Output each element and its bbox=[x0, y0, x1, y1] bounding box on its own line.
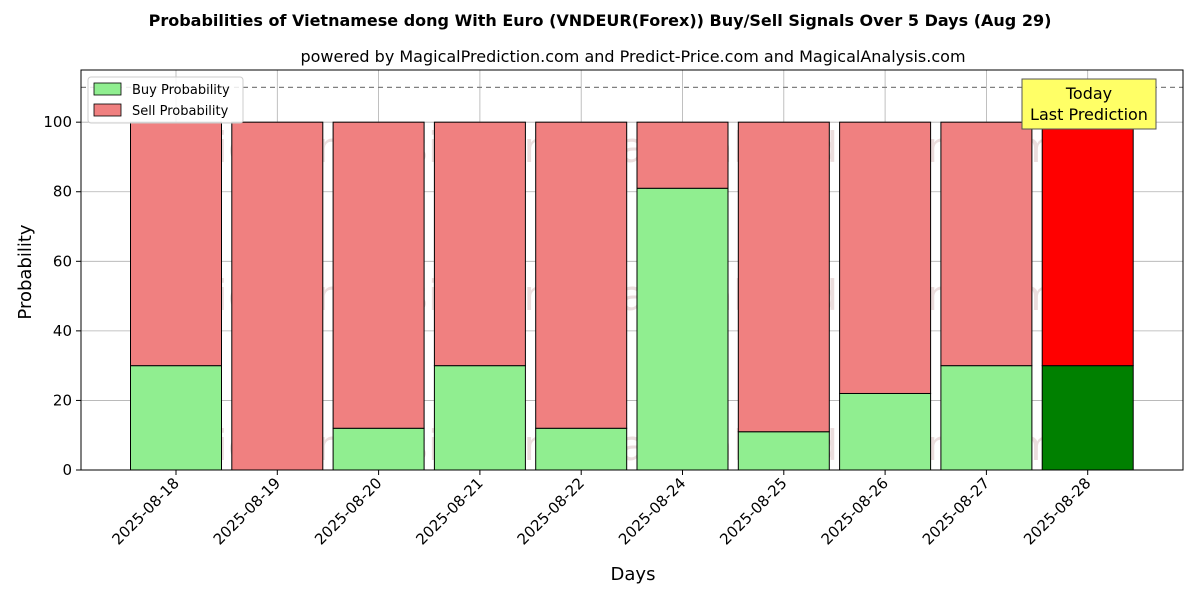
x-tick-label: 2025-08-21 bbox=[412, 474, 486, 548]
bar-buy bbox=[130, 365, 222, 471]
legend-buy-swatch bbox=[93, 82, 122, 96]
x-axis: 2025-08-18 2025-08-19 2025-08-20 2025-08-21… bbox=[108, 470, 1095, 548]
bar-sell bbox=[1041, 121, 1134, 367]
x-tick-label: 2025-08-20 bbox=[311, 474, 385, 548]
x-tick-label: 2025-08-19 bbox=[210, 474, 284, 548]
x-tick-label: 2025-08-24 bbox=[615, 474, 689, 548]
bar-buy bbox=[940, 365, 1033, 471]
legend-sell-label: Sell Probability bbox=[132, 104, 229, 119]
bar-sell bbox=[433, 121, 526, 367]
today-annotation-line1: Today bbox=[1065, 84, 1112, 103]
x-tick-label: 2025-08-27 bbox=[919, 474, 993, 548]
y-axis: 0 20 40 60 80 100 bbox=[43, 113, 81, 479]
bar-sell bbox=[332, 121, 425, 429]
y-axis-label: Probability bbox=[15, 224, 36, 319]
bar-sell bbox=[839, 121, 932, 394]
plot-frame bbox=[80, 69, 1184, 471]
legend-box bbox=[87, 76, 244, 124]
x-tick-label: 2025-08-18 bbox=[108, 474, 182, 548]
x-tick-label: 2025-08-28 bbox=[1020, 474, 1094, 548]
today-annotation: Today Last Prediction bbox=[1021, 78, 1157, 130]
bar-sell bbox=[636, 121, 729, 189]
bar-buy bbox=[433, 365, 526, 471]
bar-buy bbox=[535, 427, 628, 471]
bar-buy bbox=[1041, 365, 1134, 471]
bar-buy bbox=[636, 187, 729, 471]
bars bbox=[130, 121, 1134, 471]
y-tick-label: 0 bbox=[62, 461, 72, 479]
chart-title: Probabilities of Vietnamese dong With Eu… bbox=[149, 11, 1052, 30]
bar-buy bbox=[737, 431, 830, 471]
bar-buy bbox=[839, 392, 932, 471]
x-tick-label: 2025-08-26 bbox=[818, 474, 892, 548]
legend: Buy Probability Sell Probability bbox=[87, 76, 244, 124]
legend-sell-swatch bbox=[93, 103, 122, 117]
x-tick-label: 2025-08-25 bbox=[716, 474, 790, 548]
x-tick-label: 2025-08-22 bbox=[514, 474, 588, 548]
bar-sell bbox=[535, 121, 628, 429]
bar-buy bbox=[332, 427, 425, 471]
y-tick-label: 60 bbox=[53, 252, 72, 270]
x-axis-label: Days bbox=[611, 564, 656, 585]
chart-subtitle: powered by MagicalPrediction.com and Pre… bbox=[300, 47, 965, 66]
bar-sell bbox=[940, 121, 1033, 367]
bar-sell bbox=[231, 121, 324, 471]
y-tick-label: 20 bbox=[53, 391, 72, 409]
bar-sell bbox=[737, 121, 830, 433]
bar-sell bbox=[130, 121, 222, 367]
legend-buy-label: Buy Probability bbox=[132, 83, 230, 98]
today-annotation-box bbox=[1021, 78, 1157, 130]
today-annotation-line2: Last Prediction bbox=[1030, 105, 1148, 124]
y-tick-label: 100 bbox=[43, 113, 72, 131]
y-tick-label: 40 bbox=[53, 322, 72, 340]
y-tick-label: 80 bbox=[53, 183, 72, 201]
